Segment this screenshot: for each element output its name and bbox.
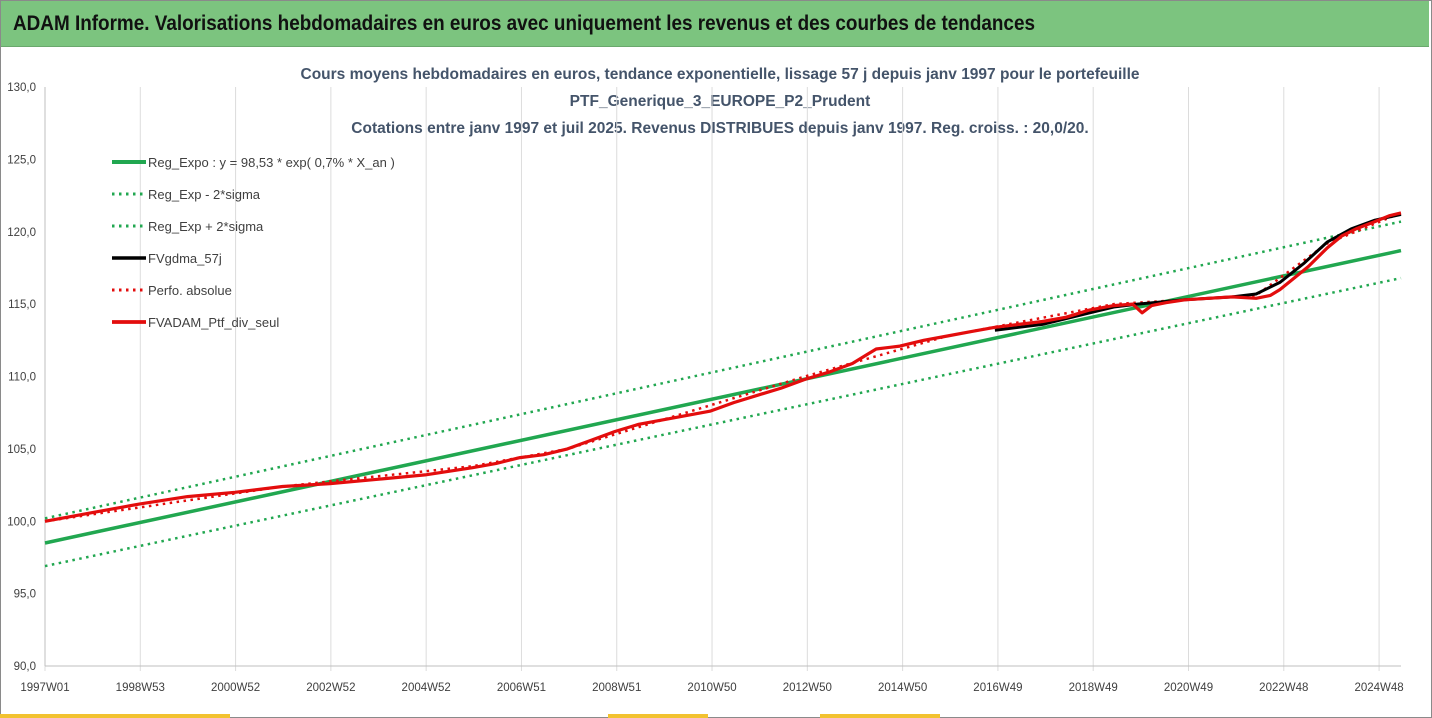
y-tick-label: 100,0 [7, 516, 36, 528]
footer-accent-mid [608, 714, 708, 718]
legend-label: Reg_Exp + 2*sigma [148, 219, 264, 234]
series-line-3 [994, 212, 1402, 332]
x-tick-label: 2000W52 [211, 682, 260, 694]
x-tick-label: 2022W48 [1259, 682, 1308, 694]
y-tick-label: 120,0 [7, 227, 36, 239]
x-tick-label: 2014W50 [878, 682, 927, 694]
legend-label: FVADAM_Ptf_div_seul [148, 315, 279, 330]
series-line-0 [44, 248, 1402, 545]
series-line-2 [44, 220, 1402, 520]
x-tick-label: 2002W52 [306, 682, 355, 694]
series-line-4 [44, 211, 1402, 523]
y-tick-label: 110,0 [8, 372, 36, 384]
footer-accent-left [0, 714, 230, 718]
x-tick-label: 1997W01 [20, 682, 69, 694]
legend-label: Reg_Expo : y = 98,53 * exp( 0,7% * X_an … [148, 155, 395, 170]
y-tick-label: 105,0 [7, 444, 36, 456]
chart-title-line-2: PTF_Generique_3_EUROPE_P2_Prudent [569, 93, 871, 110]
legend-label: Reg_Exp - 2*sigma [148, 187, 261, 202]
x-tick-label: 1998W53 [116, 682, 165, 694]
y-tick-label: 125,0 [7, 154, 36, 166]
legend-label: FVgdma_57j [148, 251, 222, 266]
x-tick-label: 2016W49 [973, 682, 1022, 694]
x-tick-label: 2004W52 [402, 682, 451, 694]
x-tick-label: 2008W51 [592, 682, 641, 694]
y-tick-label: 130,0 [7, 82, 36, 94]
chart-title-line-1: Cours moyens hebdomadaires en euros, ten… [300, 66, 1140, 83]
series-line-5 [44, 211, 1402, 523]
x-tick-label: 2018W49 [1069, 682, 1118, 694]
y-tick-label: 95,0 [14, 589, 36, 601]
footer-accent-right [820, 714, 940, 718]
y-tick-label: 90,0 [14, 661, 36, 673]
series-line-1 [44, 276, 1402, 568]
page-title: ADAM Informe. Valorisations hebdomadaire… [13, 12, 1035, 35]
x-tick-label: 2024W48 [1354, 682, 1403, 694]
legend-label: Perfo. absolue [148, 283, 232, 298]
header-bar: ADAM Informe. Valorisations hebdomadaire… [1, 1, 1429, 47]
chart-title-line-3: Cotations entre janv 1997 et juil 2025. … [351, 120, 1089, 137]
y-tick-label: 115,0 [8, 299, 36, 311]
x-tick-label: 2006W51 [497, 682, 546, 694]
x-tick-label: 2010W50 [687, 682, 736, 694]
x-tick-label: 2020W49 [1164, 682, 1213, 694]
x-tick-label: 2012W50 [783, 682, 832, 694]
